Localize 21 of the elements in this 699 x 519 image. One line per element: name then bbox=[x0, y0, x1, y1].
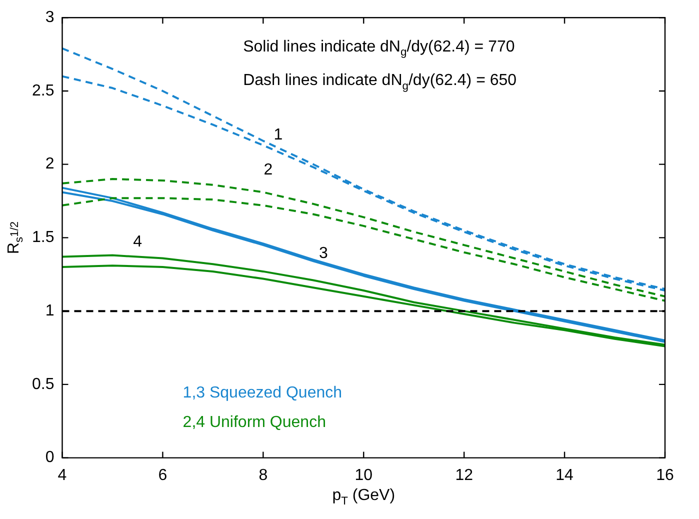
x-tick-label: 8 bbox=[258, 466, 268, 484]
y-tick-label: 3 bbox=[45, 9, 54, 26]
x-tick-label: 12 bbox=[455, 466, 474, 484]
annotation: 1,3 Squeezed Quench bbox=[182, 384, 342, 402]
y-axis-title: Rs1/2 bbox=[5, 221, 26, 254]
y-tick-label: 1.5 bbox=[32, 229, 54, 246]
annotation: 2,4 Uniform Quench bbox=[182, 414, 326, 431]
annotation: 4 bbox=[133, 234, 142, 251]
y-tick-label: 0.5 bbox=[32, 376, 54, 393]
annotation: 1 bbox=[274, 126, 283, 144]
y-tick-label: 0 bbox=[45, 449, 54, 466]
annotation: 3 bbox=[318, 245, 328, 262]
y-tick-label: 2.5 bbox=[32, 82, 54, 100]
x-tick-label: 6 bbox=[158, 466, 168, 484]
x-tick-label: 16 bbox=[656, 466, 674, 484]
x-tick-label: 4 bbox=[58, 466, 67, 484]
x-tick-label: 14 bbox=[556, 466, 574, 484]
x-tick-label: 10 bbox=[354, 466, 373, 484]
y-tick-label: 2 bbox=[45, 156, 54, 173]
y-tick-label: 1 bbox=[45, 302, 54, 320]
annotation: 2 bbox=[264, 162, 273, 179]
